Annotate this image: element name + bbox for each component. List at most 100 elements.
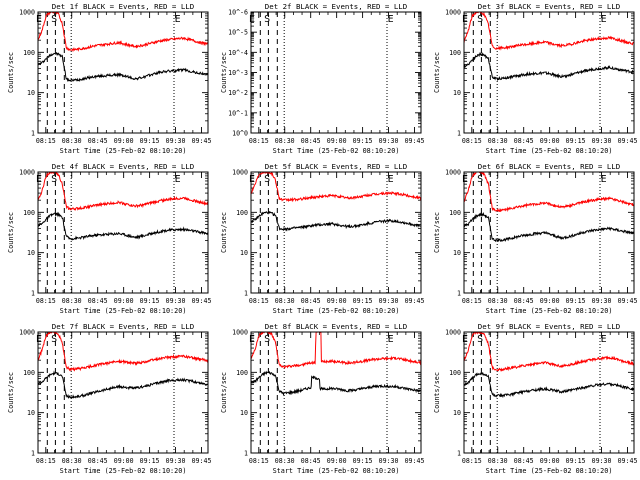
panel-title: Det 9f BLACK = Events, RED = LLD [478, 322, 620, 331]
marker-annotation: E [249, 174, 255, 185]
x-axis-label: Start Time (25-Feb-02 08:10:20) [273, 467, 400, 475]
x-tick-label: 09:30 [592, 457, 612, 465]
detector-panel: Det 9f BLACK = Events, RED = LLD Counts/s… [433, 322, 637, 475]
panel-title: Det 7f BLACK = Events, RED = LLD [52, 322, 194, 331]
marker-annotation: E [601, 174, 607, 185]
lld-series-line [464, 172, 634, 213]
plot-data-area [38, 332, 208, 453]
y-axis-label: Counts/sec [433, 372, 441, 413]
y-tick-label: 10 [453, 89, 461, 97]
x-tick-label: 08:45 [88, 457, 108, 465]
plot-frame [37, 331, 209, 454]
detector-panel: Det 8f BLACK = Events, RED = LLD Counts/s… [220, 322, 424, 475]
plot-data-area [251, 172, 421, 293]
marker-annotation: E [388, 14, 394, 25]
x-axis-label: Start Time (25-Feb-02 08:10:20) [60, 307, 187, 315]
x-axis-label: Start Time (25-Feb-02 08:10:20) [60, 147, 187, 155]
y-tick-label: 1000 [445, 329, 461, 337]
y-tick-label: 1 [244, 290, 248, 298]
panel-title: Det 3f BLACK = Events, RED = LLD [478, 2, 620, 11]
x-tick-label: 08:15 [36, 137, 56, 145]
marker-annotation: S [477, 174, 483, 185]
panel-title: Det 2f BLACK = Events, RED = LLD [265, 2, 407, 11]
x-tick-label: 09:45 [405, 297, 425, 305]
x-tick-label: 08:15 [462, 297, 482, 305]
x-tick-label: 09:30 [166, 457, 186, 465]
events-series-line [38, 370, 208, 399]
plot-frame [463, 171, 635, 294]
y-tick-label: 10^-6 [228, 9, 248, 17]
events-series-line [38, 211, 208, 241]
marker-annotation: E [175, 334, 181, 345]
marker-annotation: E [462, 14, 468, 25]
marker-annotation: E [462, 174, 468, 185]
lld-series-line [38, 332, 208, 372]
y-axis-label: Counts/sec [7, 212, 15, 253]
x-tick-label: 08:30 [488, 137, 508, 145]
y-tick-label: 1 [31, 290, 35, 298]
marker-annotation: E [175, 14, 181, 25]
plot-data-area [38, 12, 208, 133]
x-tick-label: 08:15 [36, 457, 56, 465]
x-tick-label: 09:30 [379, 457, 399, 465]
plot-frame [463, 331, 635, 454]
marker-annotation: S [51, 14, 57, 25]
plot-frame [37, 171, 209, 294]
y-tick-label: 100 [236, 209, 248, 217]
x-tick-label: 09:00 [327, 297, 347, 305]
x-tick-label: 09:00 [540, 297, 560, 305]
plot-frame [250, 171, 422, 294]
x-tick-label: 08:30 [488, 297, 508, 305]
y-tick-label: 1000 [232, 329, 248, 337]
x-tick-label: 09:30 [592, 137, 612, 145]
plot-data-area [251, 332, 421, 453]
y-tick-label: 100 [449, 49, 461, 57]
detector-panel: Det 3f BLACK = Events, RED = LLD Counts/s… [433, 2, 637, 155]
marker-annotation: E [249, 334, 255, 345]
x-tick-label: 08:15 [462, 457, 482, 465]
detector-panel: Det 2f BLACK = Events, RED = LLD Counts/s… [220, 2, 424, 155]
marker-annotation: S [51, 174, 57, 185]
y-tick-label: 10 [240, 249, 248, 257]
y-tick-label: 10^-1 [228, 109, 248, 117]
y-tick-label: 10^-5 [228, 29, 248, 37]
x-tick-label: 08:15 [249, 297, 269, 305]
plot-data-area [464, 12, 634, 133]
marker-annotation: E [175, 174, 181, 185]
marker-annotation: E [601, 334, 607, 345]
x-tick-label: 09:45 [192, 137, 212, 145]
events-series-line [251, 370, 421, 397]
x-tick-label: 08:15 [249, 457, 269, 465]
plot-frame [37, 11, 209, 134]
plot-frame [250, 11, 422, 134]
x-tick-label: 09:00 [540, 457, 560, 465]
panel-title: Det 8f BLACK = Events, RED = LLD [265, 322, 407, 331]
x-tick-label: 08:15 [36, 297, 56, 305]
x-tick-label: 08:45 [301, 457, 321, 465]
plot-frame [463, 11, 635, 134]
y-tick-label: 100 [23, 209, 35, 217]
y-tick-label: 1000 [445, 169, 461, 177]
x-tick-label: 09:45 [618, 457, 638, 465]
panel-title: Det 1f BLACK = Events, RED = LLD [52, 2, 194, 11]
x-tick-label: 08:45 [301, 297, 321, 305]
y-tick-label: 10^-2 [228, 89, 248, 97]
marker-annotation: S [477, 14, 483, 25]
detector-panel: Det 7f BLACK = Events, RED = LLD Counts/s… [7, 322, 211, 475]
panel-title: Det 5f BLACK = Events, RED = LLD [265, 162, 407, 171]
marker-annotation: E [36, 174, 42, 185]
x-tick-label: 09:00 [540, 137, 560, 145]
x-tick-label: 09:00 [327, 457, 347, 465]
x-tick-label: 09:00 [114, 137, 134, 145]
marker-annotation: S [51, 334, 57, 345]
x-tick-label: 09:15 [566, 297, 586, 305]
x-axis-label: Start Time (25-Feb-02 08:10:20) [273, 307, 400, 315]
y-tick-label: 100 [23, 369, 35, 377]
x-tick-label: 09:30 [592, 297, 612, 305]
x-tick-label: 09:15 [353, 137, 373, 145]
y-tick-label: 1 [457, 450, 461, 458]
y-axis-label: Counts/sec [7, 372, 15, 413]
marker-annotation: E [36, 14, 42, 25]
